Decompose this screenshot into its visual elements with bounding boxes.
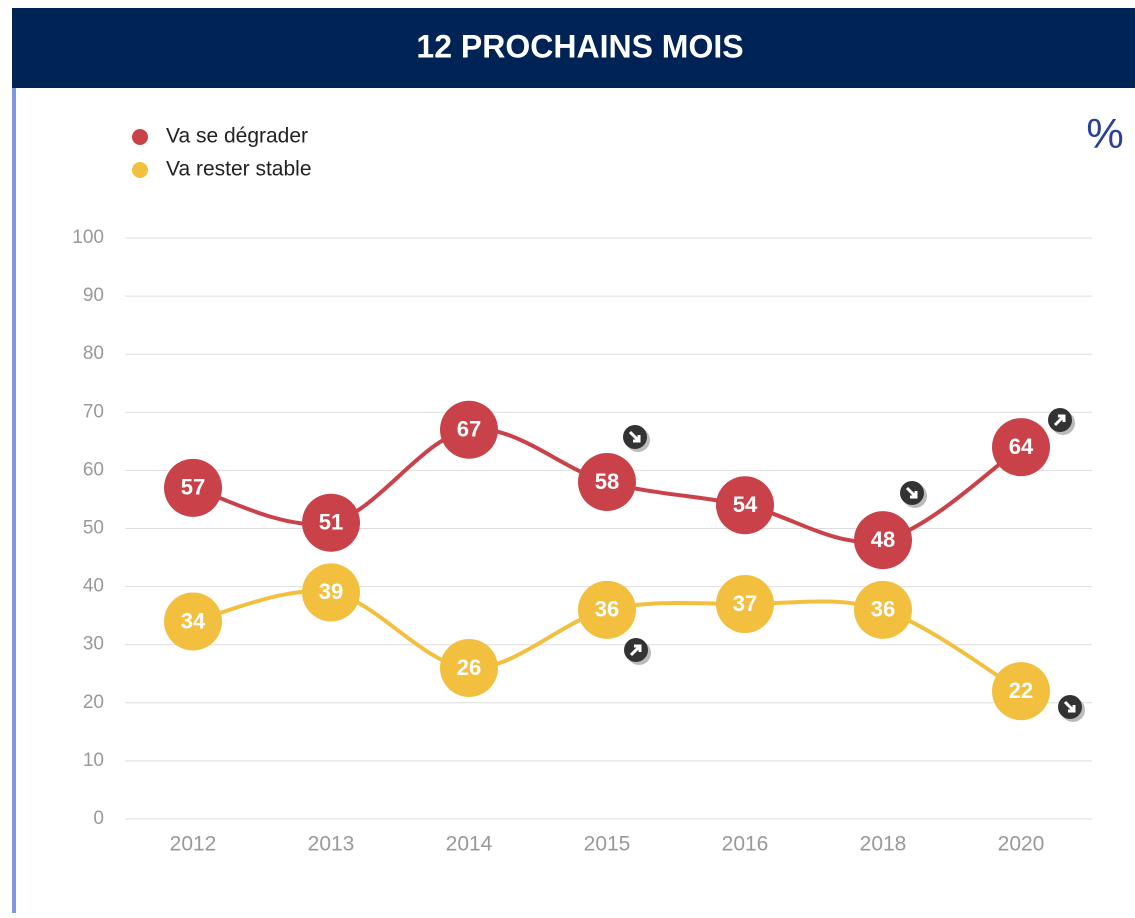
legend-label: Va se dégrader xyxy=(166,125,308,148)
data-label: 54 xyxy=(733,492,758,517)
legend-label: Va rester stable xyxy=(166,158,312,181)
x-tick-label: 2014 xyxy=(446,833,493,856)
data-point xyxy=(578,453,636,512)
data-label: 36 xyxy=(595,597,619,622)
trend-up-icon xyxy=(624,638,651,665)
y-tick-label: 100 xyxy=(72,227,104,248)
data-point xyxy=(716,575,774,634)
data-point xyxy=(992,662,1050,721)
data-point xyxy=(578,580,636,639)
y-tick-label: 90 xyxy=(83,285,104,306)
data-point xyxy=(440,400,498,459)
trend-up-icon xyxy=(1048,408,1075,435)
data-point xyxy=(164,592,222,651)
chart-title: 12 PROCHAINS MOIS xyxy=(416,28,743,64)
unit-label: % xyxy=(1086,110,1123,157)
data-point xyxy=(716,476,774,535)
y-tick-label: 30 xyxy=(83,634,104,655)
left-border xyxy=(12,88,16,913)
data-point xyxy=(302,563,360,622)
data-label: 26 xyxy=(457,655,481,680)
trend-down-icon xyxy=(1058,695,1085,722)
plot: 0 10 20 30 40 50 60 70 80 90 100 2012 2013 2014 2015 20… xyxy=(72,125,1092,856)
x-tick-label: 2012 xyxy=(170,833,217,856)
data-label: 36 xyxy=(871,597,895,622)
data-label: 39 xyxy=(319,579,343,604)
data-label: 37 xyxy=(733,591,757,616)
x-tick-label: 2015 xyxy=(584,833,631,856)
y-tick-label: 0 xyxy=(93,808,104,829)
data-point xyxy=(440,638,498,697)
x-tick-label: 2018 xyxy=(860,833,907,856)
y-tick-label: 60 xyxy=(83,459,104,480)
data-label: 48 xyxy=(871,527,895,552)
data-label: 51 xyxy=(319,510,343,535)
x-tick-label: 2013 xyxy=(308,833,355,856)
data-point xyxy=(992,418,1050,477)
data-point xyxy=(164,458,222,517)
data-point xyxy=(854,580,912,639)
y-tick-label: 80 xyxy=(83,343,104,364)
data-label: 22 xyxy=(1009,678,1033,703)
x-tick-label: 2016 xyxy=(722,833,769,856)
data-label: 57 xyxy=(181,475,205,500)
header-bar xyxy=(12,8,1135,88)
trend-icons xyxy=(623,408,1085,722)
y-tick-label: 50 xyxy=(83,518,104,539)
legend-swatch xyxy=(132,129,148,145)
y-tick-label: 40 xyxy=(83,576,104,597)
trend-down-icon xyxy=(900,481,927,508)
data-point xyxy=(854,511,912,570)
y-tick-label: 10 xyxy=(83,750,104,771)
y-tick-label: 70 xyxy=(83,401,104,422)
y-tick-label: 20 xyxy=(83,692,104,713)
x-tick-label: 2020 xyxy=(998,833,1045,856)
data-point xyxy=(302,493,360,552)
data-label: 58 xyxy=(595,469,619,494)
data-label: 64 xyxy=(1009,434,1034,459)
legend-swatch xyxy=(132,162,148,178)
data-label: 34 xyxy=(181,608,206,633)
data-label: 67 xyxy=(457,417,481,442)
trend-down-icon xyxy=(623,425,650,452)
